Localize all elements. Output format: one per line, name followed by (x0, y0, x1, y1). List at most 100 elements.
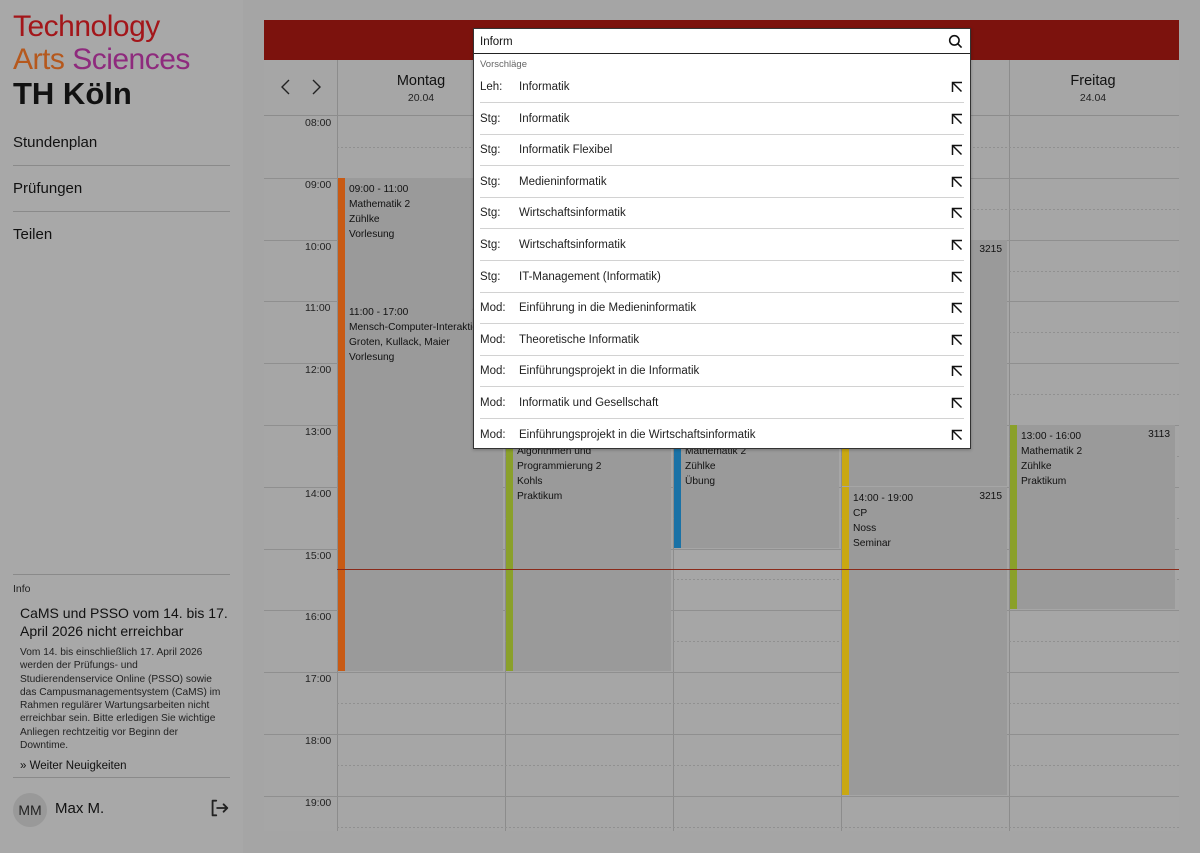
event-details: 14:00 - 19:00 CP Noss Seminar (853, 491, 1003, 551)
search-bar (474, 29, 970, 54)
suggestion-type: Stg: (480, 112, 501, 125)
suggestion-item[interactable]: Stg: Informatik Flexibel (474, 134, 970, 167)
main-nav: Stundenplan Prüfungen Teilen (13, 120, 230, 258)
more-news-link[interactable]: » Weiter Neuigkeiten (20, 760, 127, 773)
prev-week-icon[interactable] (278, 78, 294, 96)
suggestion-name: Medieninformatik (519, 175, 607, 188)
suggestion-item[interactable]: Stg: Wirtschaftsinformatik (474, 197, 970, 230)
th-koeln-logo[interactable]: Technology Arts Sciences TH Köln (13, 10, 190, 112)
logo-arts: Arts (13, 43, 65, 76)
event-line: Kohls (517, 476, 543, 487)
suggestion-item[interactable]: Mod: Theoretische Informatik (474, 324, 970, 356)
open-arrow-icon[interactable] (951, 113, 963, 125)
nav-item-teilen[interactable]: Teilen (13, 226, 53, 243)
event-line: 09:00 - 11:00 (349, 184, 409, 195)
divider (480, 418, 964, 419)
divider (480, 260, 964, 261)
logout-icon[interactable] (208, 797, 230, 819)
avatar[interactable]: MM (13, 793, 47, 827)
suggestion-type: Mod: (480, 397, 506, 409)
user-name: Max M. (55, 800, 105, 817)
suggestion-name: Wirtschaftsinformatik (519, 239, 626, 251)
suggestion-name: Einführungsprojekt in die Informatik (519, 365, 700, 378)
suggestion-item[interactable]: Stg: Wirtschaftsinformatik (474, 229, 970, 261)
event-color-bar (506, 425, 513, 671)
event-line: Übung (685, 476, 716, 487)
suggestion-item[interactable]: Stg: Informatik (474, 103, 970, 135)
column-divider (337, 60, 338, 831)
event-line: Seminar (853, 538, 891, 549)
suggestion-item[interactable]: Stg: Medieninformatik (474, 166, 970, 198)
user-panel: MM Max M. (13, 791, 230, 827)
suggestion-type: Stg: (480, 144, 501, 157)
half-hour-line (337, 641, 1179, 642)
open-arrow-icon[interactable] (951, 144, 963, 156)
nav-item-stundenplan[interactable]: Stundenplan (13, 120, 230, 166)
open-arrow-icon[interactable] (951, 302, 963, 314)
event-details: 13:00 - 16:00 Mathematik 2 Zühlke Praktikum (1021, 429, 1171, 489)
nav-item-pruefungen[interactable]: Prüfungen (13, 166, 230, 212)
suggestion-type: Leh: (480, 81, 503, 93)
suggestion-type: Mod: (480, 428, 506, 441)
open-arrow-icon[interactable] (951, 81, 963, 93)
time-label: 13:00 (305, 426, 332, 438)
open-arrow-icon[interactable] (951, 271, 963, 283)
open-arrow-icon[interactable] (951, 365, 963, 377)
divider (480, 228, 964, 230)
suggestion-item[interactable]: Leh: Informatik (474, 71, 970, 103)
calendar-event[interactable]: Algorithmen und Programmierung 2 Kohls Prak… (506, 425, 671, 671)
suggestion-item[interactable]: Mod: Einführung in die Medieninformatik (474, 292, 970, 325)
event-line: Mathematik 2 (349, 199, 411, 210)
open-arrow-icon[interactable] (951, 334, 963, 346)
divider (480, 102, 964, 103)
time-label: 15:00 (305, 550, 332, 562)
info-body: Vom 14. bis einschließlich 17. April 202… (20, 647, 221, 752)
event-line: CP (853, 508, 868, 519)
divider (480, 386, 964, 388)
hour-line (264, 734, 1179, 735)
sidebar: Technology Arts Sciences TH Köln Stunden… (0, 0, 243, 853)
day-header: Freitag 24.04 (1009, 60, 1177, 116)
open-arrow-icon[interactable] (951, 176, 963, 188)
event-line: Mathematik 2 (685, 446, 747, 457)
time-label: 11:00 (305, 302, 331, 314)
suggestion-type: Mod: (480, 333, 506, 346)
logo-arts-sciences: Arts Sciences (13, 43, 190, 76)
event-details: Mathematik 2 Zühlke Übung (685, 429, 835, 489)
time-label: 12:00 (305, 364, 332, 376)
time-label: 10:00 (305, 241, 332, 253)
suggestion-name: Informatik (519, 112, 570, 125)
open-arrow-icon[interactable] (951, 207, 963, 219)
next-week-icon[interactable] (308, 78, 324, 96)
event-color-bar (842, 487, 849, 795)
suggestion-name: Einführungsprojekt in die Wirtschaftsinf… (519, 428, 756, 441)
calendar-event[interactable]: 13:00 - 16:00 Mathematik 2 Zühlke Praktikum… (1010, 425, 1175, 609)
open-arrow-icon[interactable] (951, 239, 963, 251)
search-input[interactable] (480, 33, 930, 50)
column-divider (1009, 60, 1010, 831)
half-hour-line (337, 703, 1179, 704)
suggestion-item[interactable]: Stg: IT-Management (Informatik) (474, 261, 970, 293)
suggestion-item[interactable]: Mod: Einführungsprojekt in die Informatik (474, 355, 970, 388)
half-hour-line (337, 579, 1179, 580)
open-arrow-icon[interactable] (951, 429, 963, 441)
event-line: 13:00 - 16:00 (1021, 431, 1082, 442)
day-name: Freitag (1070, 73, 1116, 89)
event-color-bar (338, 301, 345, 671)
time-label: 09:00 (305, 179, 332, 191)
event-room: 3215 (979, 491, 1002, 502)
suggestion-type: Mod: (480, 302, 506, 315)
search-icon[interactable] (948, 34, 963, 49)
event-line: Algorithmen und (517, 446, 592, 457)
event-line: Mathematik 2 (1021, 446, 1083, 457)
open-arrow-icon[interactable] (951, 397, 963, 409)
day-header: Montag 20.04 (337, 60, 505, 116)
event-line: 14:00 - 19:00 (853, 493, 914, 504)
suggestion-item[interactable]: Mod: Einführungsprojekt in die Wirtschaft… (474, 419, 970, 451)
calendar-event[interactable]: 14:00 - 19:00 CP Noss Seminar 3215 (842, 487, 1007, 795)
divider (480, 354, 964, 356)
divider (480, 196, 964, 198)
time-label: 17:00 (305, 673, 332, 685)
suggestion-item[interactable]: Mod: Informatik und Gesellschaft (474, 387, 970, 419)
logo-th-koeln: TH Köln (13, 76, 132, 111)
